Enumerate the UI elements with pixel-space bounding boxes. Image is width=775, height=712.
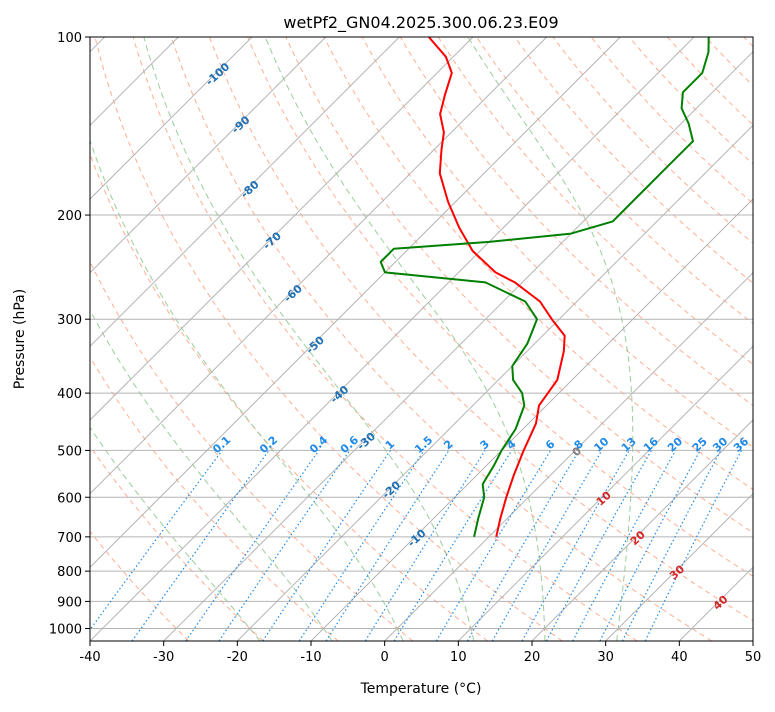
x-tick-label: -30 [153, 650, 174, 665]
x-tick-label: 30 [597, 650, 614, 665]
x-tick-label: 40 [671, 650, 688, 665]
y-tick-label: 700 [57, 531, 82, 546]
y-tick-label: 800 [57, 565, 82, 580]
x-tick-label: -10 [300, 650, 321, 665]
chart-title: wetPf2_GN04.2025.300.06.23.E09 [283, 13, 558, 33]
y-tick-label: 600 [57, 491, 82, 506]
y-tick-label: 1000 [49, 622, 82, 637]
y-axis-label: Pressure (hPa) [12, 289, 28, 389]
x-tick-label: -20 [227, 650, 248, 665]
y-tick-label: 400 [57, 387, 82, 402]
x-tick-label: 50 [745, 650, 762, 665]
x-tick-label: 0 [381, 650, 389, 665]
x-tick-label: 10 [450, 650, 467, 665]
x-tick-label: 20 [524, 650, 541, 665]
x-axis-label: Temperature (°C) [360, 681, 482, 697]
y-tick-label: 100 [57, 31, 82, 46]
y-tick-label: 300 [57, 313, 82, 328]
y-tick-label: 200 [57, 209, 82, 224]
y-tick-label: 900 [57, 595, 82, 610]
x-tick-label: -40 [79, 650, 100, 665]
y-tick-label: 500 [57, 444, 82, 459]
